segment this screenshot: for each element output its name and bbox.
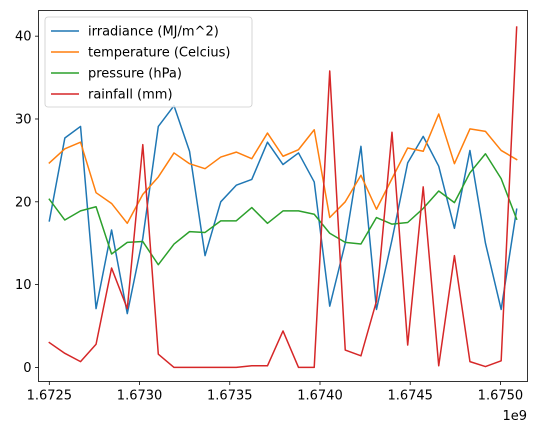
y-tick-label: 40 <box>15 30 32 45</box>
legend: irradiance (MJ/m^2) temperature (Celcius)… <box>44 16 253 108</box>
axes-frame <box>38 10 528 382</box>
x-axis: 1.6725 1.6730 1.6735 1.6740 1.6745 1.6750 <box>27 381 524 404</box>
y-tick-label: 20 <box>15 195 32 210</box>
y-tick-label: 0 <box>23 361 31 376</box>
legend-box <box>44 16 253 108</box>
legend-label: temperature (Celcius) <box>88 46 230 61</box>
plot-area <box>48 26 518 369</box>
x-tick-label: 1.6735 <box>207 389 253 404</box>
series-line-2 <box>48 113 518 225</box>
y-tick-label: 30 <box>15 112 32 127</box>
series-line-3 <box>48 153 518 266</box>
legend-label: irradiance (MJ/m^2) <box>88 25 219 40</box>
x-tick-label: 1.6725 <box>27 389 73 404</box>
y-tick-label: 10 <box>15 278 32 293</box>
y-axis: 0 10 20 30 40 <box>15 30 39 376</box>
x-tick-label: 1.6740 <box>297 389 343 404</box>
x-tick-label: 1.6730 <box>117 389 163 404</box>
x-tick-label: 1.6745 <box>387 389 433 404</box>
series-line-4 <box>48 26 518 369</box>
x-offset-label: 1e9 <box>502 409 527 424</box>
series-line-1 <box>48 104 518 315</box>
legend-label: rainfall (mm) <box>88 88 173 103</box>
legend-label: pressure (hPa) <box>88 67 182 82</box>
x-tick-label: 1.6750 <box>478 389 524 404</box>
